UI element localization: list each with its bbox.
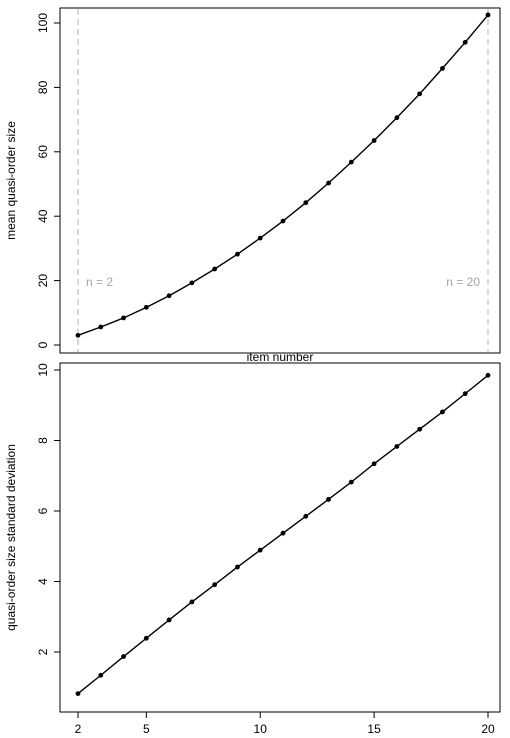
data-point xyxy=(462,39,468,45)
data-point xyxy=(394,115,400,121)
x-tick-label: 15 xyxy=(367,722,381,736)
data-point xyxy=(121,315,126,321)
y-tick-label: 40 xyxy=(36,209,50,223)
data-point xyxy=(371,138,377,143)
data-point xyxy=(143,304,149,310)
data-point xyxy=(348,159,354,165)
x-axis-label: item number xyxy=(247,350,314,364)
y-tick-label: 0 xyxy=(36,341,50,348)
reference-line-label: n = 20 xyxy=(446,275,480,289)
data-point xyxy=(303,200,309,206)
x-tick-label: 5 xyxy=(143,722,150,736)
y-tick-label: 4 xyxy=(36,578,50,585)
data-point xyxy=(348,479,354,485)
data-point xyxy=(212,266,218,272)
data-point xyxy=(75,332,81,338)
x-tick-label: 20 xyxy=(481,722,495,736)
x-tick-label: 2 xyxy=(75,722,82,736)
data-point xyxy=(485,372,491,378)
y-axis-label: mean quasi-order size xyxy=(4,121,18,240)
data-point xyxy=(280,218,286,224)
data-point xyxy=(462,391,468,397)
series-line xyxy=(77,14,489,336)
reference-line-label: n = 2 xyxy=(86,275,113,289)
y-tick-label: 100 xyxy=(36,13,50,33)
y-tick-label: 8 xyxy=(36,437,50,444)
data-point xyxy=(417,426,423,432)
data-point xyxy=(394,444,400,449)
y-tick-label: 20 xyxy=(36,274,50,288)
data-point xyxy=(235,564,240,570)
y-tick-label: 60 xyxy=(36,145,50,159)
plot-frame xyxy=(59,362,501,713)
data-point xyxy=(326,180,331,186)
y-tick-label: 6 xyxy=(36,507,50,514)
data-point xyxy=(166,293,172,299)
data-point xyxy=(75,691,81,696)
y-tick-label: 2 xyxy=(36,648,50,655)
y-tick-label: 10 xyxy=(36,363,50,377)
data-point xyxy=(371,461,377,467)
data-point xyxy=(98,324,104,330)
data-point xyxy=(257,547,263,553)
data-point xyxy=(280,530,286,536)
data-point xyxy=(189,599,195,605)
mean-size-panel: 0 20 40 60 80 100 item number mean quasi-order … xyxy=(4,7,501,364)
data-point xyxy=(143,635,149,641)
data-point xyxy=(235,251,240,257)
data-point xyxy=(303,513,309,519)
data-point xyxy=(98,672,104,678)
data-point xyxy=(212,582,218,588)
x-tick-label: 10 xyxy=(254,722,268,736)
plot-frame xyxy=(59,7,501,354)
y-tick-label: 80 xyxy=(36,80,50,94)
standard-deviation-panel: 2 4 6 8 10 2 5 10 15 20 quasi-order size standard … xyxy=(4,362,501,736)
data-point xyxy=(440,66,445,71)
data-point xyxy=(326,496,331,502)
data-point xyxy=(121,654,126,659)
data-point xyxy=(440,409,445,415)
data-point xyxy=(166,617,172,623)
y-axis-label: quasi-order size standard deviation xyxy=(4,444,18,631)
data-point xyxy=(485,12,491,18)
data-point xyxy=(189,280,195,286)
data-point xyxy=(257,235,263,241)
data-point xyxy=(417,91,423,97)
